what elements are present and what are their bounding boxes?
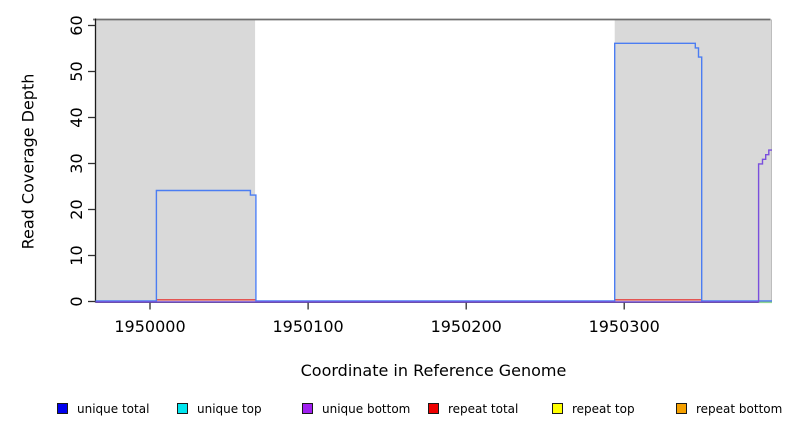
- series-unique-total: [95, 42, 772, 302]
- legend-item-repeat-bottom: repeat bottom: [676, 401, 782, 416]
- series-unique-bottom: [95, 149, 772, 303]
- legend-label: repeat total: [448, 401, 519, 416]
- legend-swatch-repeat-bottom: [676, 403, 687, 414]
- shaded-repeat-region: [95, 19, 256, 303]
- x-tick-label: 1950300: [589, 317, 660, 336]
- x-tick-label: 1950000: [114, 317, 185, 336]
- legend-swatch-repeat-top: [552, 403, 563, 414]
- legend-swatch-unique-bottom: [302, 403, 313, 414]
- x-axis-title: Coordinate in Reference Genome: [300, 361, 567, 380]
- legend-label: unique total: [77, 401, 150, 416]
- y-tick-label: 40: [67, 107, 86, 127]
- legend-swatch-repeat-total: [428, 403, 439, 414]
- y-tick-label: 10: [67, 245, 86, 265]
- legend-swatch-unique-top: [177, 403, 188, 414]
- y-axis-title-wrap: Read Coverage Depth: [12, 20, 44, 302]
- shaded-repeat-region: [614, 19, 772, 303]
- legend-label: repeat top: [572, 401, 635, 416]
- legend-item-unique-total: unique total: [57, 401, 149, 416]
- legend-label: repeat bottom: [696, 401, 783, 416]
- y-axis-title: Read Coverage Depth: [18, 73, 38, 249]
- legend-item-unique-top: unique top: [177, 401, 262, 416]
- y-tick-label: 20: [67, 199, 86, 219]
- legend-swatch-unique-total: [57, 403, 68, 414]
- legend-item-repeat-total: repeat total: [428, 401, 518, 416]
- y-tick-label: 30: [67, 153, 86, 173]
- legend-label: unique top: [197, 401, 262, 416]
- legend-label: unique bottom: [322, 401, 411, 416]
- coverage-plot: 1950000 1950100 1950200 1950300 0 10 20 30 40 50 6…: [67, 15, 772, 336]
- x-tick-label: 1950100: [272, 317, 343, 336]
- legend-item-unique-bottom: unique bottom: [302, 401, 410, 416]
- x-tick-label: 1950200: [431, 317, 502, 336]
- legend-item-repeat-top: repeat top: [552, 401, 635, 416]
- y-tick-label: 50: [67, 61, 86, 81]
- y-tick-label: 0: [67, 296, 86, 306]
- y-tick-label: 60: [67, 15, 86, 35]
- legend: unique total unique top unique bottom repea…: [0, 399, 792, 421]
